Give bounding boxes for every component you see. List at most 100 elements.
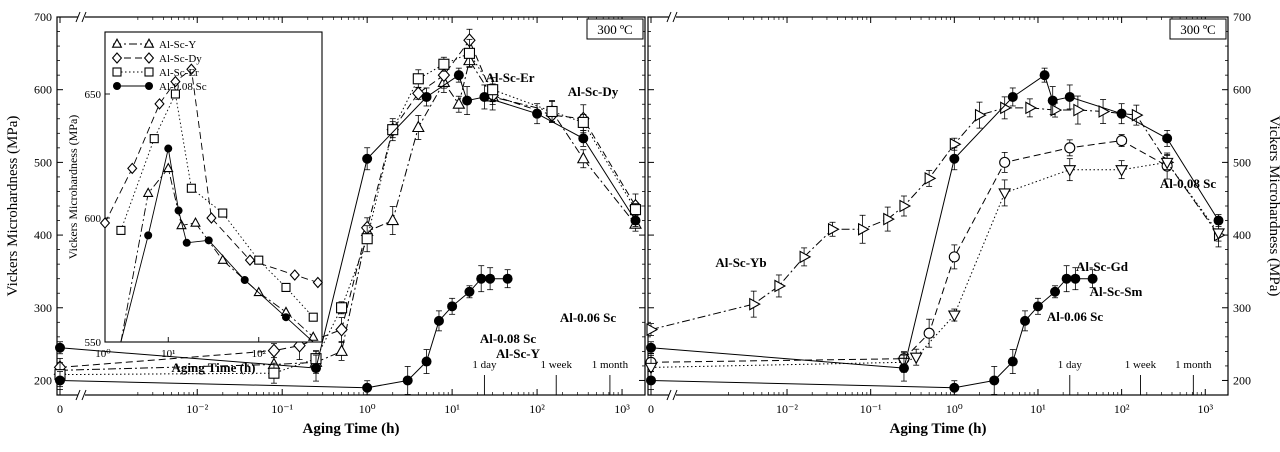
data-point [1160,157,1174,170]
time-marker-label: 1 day [1058,359,1083,371]
series-label: Al-Sc-Sm [1090,284,1143,299]
legend-label: Al-Sc-Dy [159,53,202,65]
data-point [437,68,451,83]
series-label: Al-Sc-Gd [1076,259,1129,274]
series-label: Al-0.06 Sc [1047,309,1104,324]
data-point [1007,356,1018,367]
legend-marker [113,82,121,90]
data-point [1050,286,1061,297]
inset-x-tick-label: 10² [252,348,267,360]
legend-label: Al-0.08 Sc [159,81,207,93]
data-point [577,116,589,128]
series-al-sc-yb: Al-Sc-Yb [646,95,1226,337]
data-point [1007,91,1018,102]
plot-frame [647,16,1229,396]
data-point [1039,70,1050,81]
inset-y-tick-label: 600 [85,213,102,225]
series-line [650,74,1219,369]
data-point [546,105,558,118]
data-point [55,342,65,353]
inset-series-al-0-08-sc [120,144,314,343]
axis-break-gap [669,391,676,399]
data-point [362,382,373,393]
data-point [646,342,656,353]
data-point [974,108,987,122]
y-tick-label: 200 [1233,373,1251,387]
inset-data-point [176,219,187,230]
inset-y-axis-label: Vickers Microhardness (MPa) [66,115,80,260]
data-point [421,356,432,367]
data-point [827,222,840,236]
legend-marker [143,38,155,48]
data-point [502,273,513,284]
series-label: Al-0.06 Sc [560,310,617,325]
data-point [433,315,444,326]
inset-series-al-sc-y [120,162,319,343]
data-point [421,91,432,102]
chart-panel-left: 200200300300400400500500600600700700010⁻… [5,10,646,437]
inset-data-point [240,276,249,284]
data-point [998,188,1012,201]
data-point [949,153,960,164]
series-al-sc-gd: Al-Sc-Gd [645,134,1173,372]
data-point [1213,215,1224,226]
data-point [336,302,348,314]
data-point [402,375,413,386]
series-line [59,74,636,369]
inset-data-point [253,286,265,297]
inset-x-tick-label: 10¹ [161,348,175,360]
data-point [362,153,373,164]
x-tick-label: 10⁰ [946,402,963,416]
data-point [1063,165,1077,177]
data-point [412,86,425,101]
data-point [1098,105,1111,118]
inset-data-point [127,162,138,175]
data-point [1064,142,1076,154]
data-point [463,47,476,59]
chart-panel-right: 200 300 400 500 600 700 0 10⁻² 10⁻¹ 10⁰ 10¹ 10² 10³ 1… [644,10,1280,437]
data-point [479,91,490,102]
data-point [646,323,659,337]
axis-break-mark [75,11,81,23]
data-point [55,375,65,386]
data-point [1064,91,1075,102]
data-point [1116,108,1127,119]
y-tick-label: 600 [34,83,52,97]
inset-legend: Al-Sc-Y Al-Sc-Dy Al-Sc-Er Al-0.08 Sc [111,38,207,93]
legend-label: Al-Sc-Y [159,39,196,51]
data-point [1070,273,1081,284]
inset-data-point [308,312,318,322]
x-tick-label: 10⁰ [359,402,376,416]
data-point [1212,228,1225,241]
data-point [858,222,870,236]
series-label: Al-0.08 Sc [1160,176,1217,191]
series-label: Al-Sc-Yb [715,255,766,270]
y-tick-label: 500 [1233,155,1251,169]
inset-data-point [154,98,165,110]
inset-data-point [206,212,217,224]
y-axis-label: Vickers Microhardness (MPa) [1266,116,1280,297]
time-marker-label: 1 month [592,359,629,371]
axis-break-gap [669,13,676,21]
legend-marker [143,52,155,64]
inset-data-point [142,187,154,197]
y-tick-label: 300 [34,301,52,315]
data-point [452,97,466,109]
inset-data-point [99,217,111,229]
series-label: Al-Sc-Er [485,70,534,85]
axis-break-mark [75,389,81,401]
data-point [387,124,399,136]
data-point [1061,273,1072,284]
data-point [576,151,590,164]
data-point [749,297,761,311]
axis-break-mark [666,389,672,401]
data-point [1131,108,1144,122]
inset-data-point [289,269,300,281]
data-point [438,58,450,70]
x-tick-label: 10¹ [1030,402,1046,416]
series-label: Al-Sc-Dy [568,84,619,99]
time-marker-label: 1 week [540,359,572,371]
data-point [453,70,464,81]
inset-data-point [182,238,191,247]
